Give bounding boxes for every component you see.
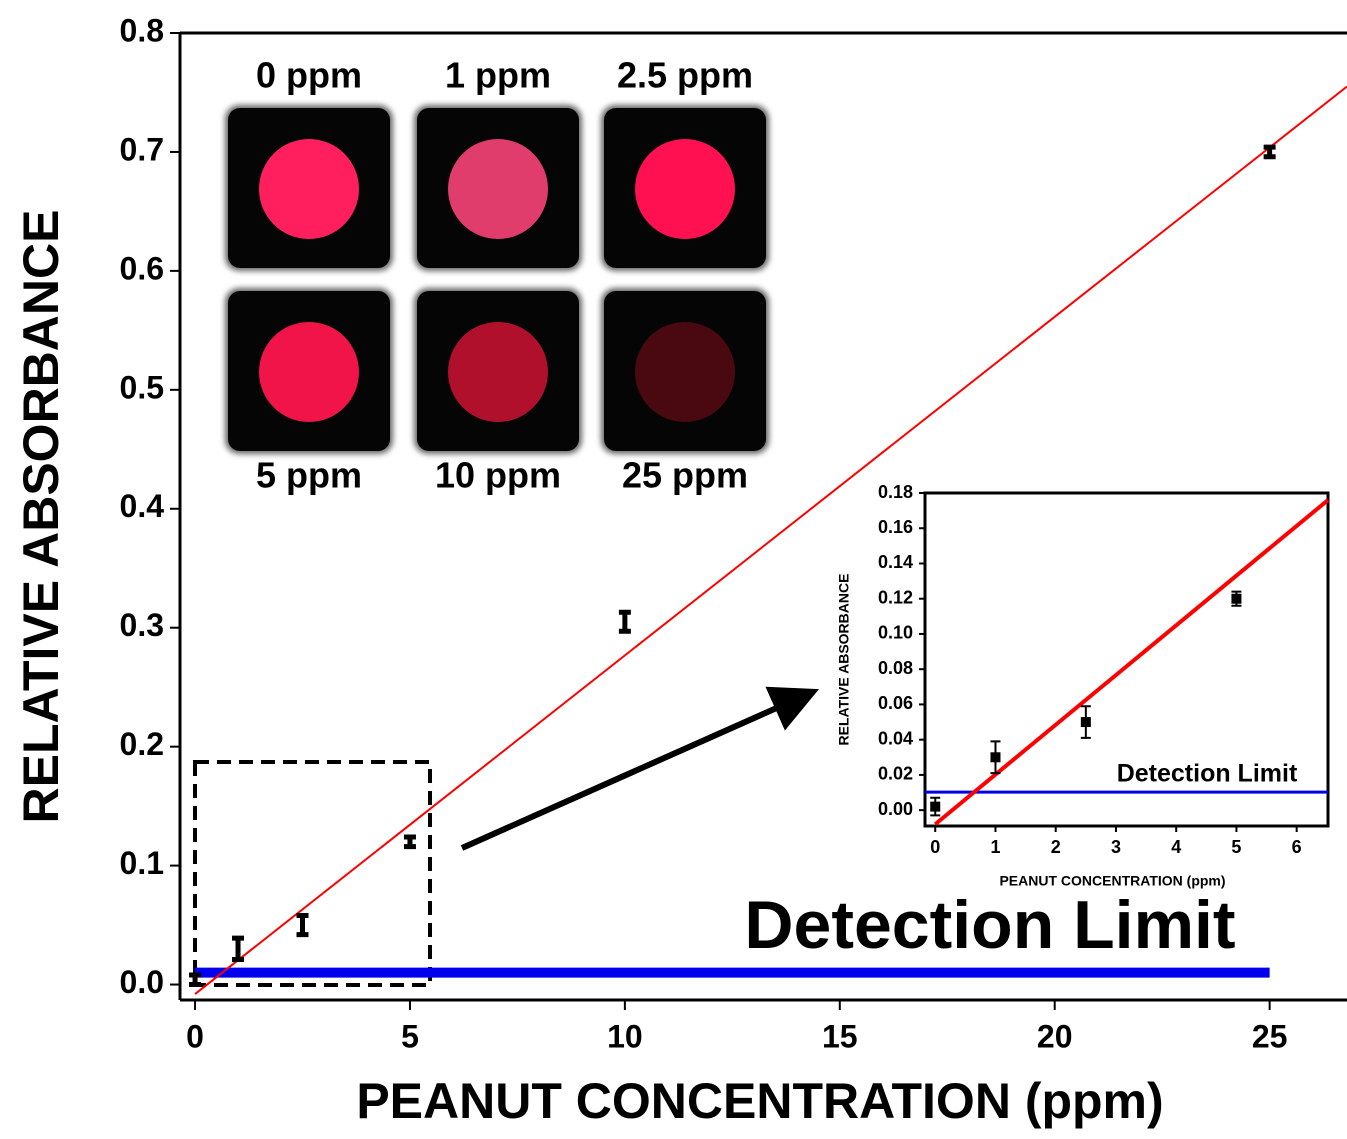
error-bar <box>296 913 309 938</box>
x-tick-label: 25 <box>1252 1018 1288 1054</box>
photo-label: 2.5 ppm <box>617 55 753 96</box>
spot <box>259 139 359 239</box>
error-bar <box>1263 144 1276 160</box>
spot <box>635 322 735 422</box>
y-tick-label: 0.12 <box>878 587 913 607</box>
photo-label: 5 ppm <box>256 455 362 496</box>
y-tick-label: 0.14 <box>878 552 913 572</box>
point <box>1080 717 1091 728</box>
photo-label: 0 ppm <box>256 55 362 96</box>
photo-label: 25 ppm <box>622 455 748 496</box>
zoom-box <box>193 760 432 987</box>
x-tick-label: 6 <box>1292 837 1302 857</box>
x-tick-label: 2 <box>1051 837 1061 857</box>
spot <box>448 139 548 239</box>
y-axis-label: RELATIVE ABSORBANCE <box>13 210 69 824</box>
point <box>1231 593 1242 604</box>
x-tick-label: 1 <box>990 837 1000 857</box>
y-tick-label: 0.10 <box>878 623 913 643</box>
y-tick-label: 0.04 <box>878 728 913 748</box>
error-bar <box>232 935 245 963</box>
y-axis-label: RELATIVE ABSORBANCE <box>836 574 852 746</box>
x-tick-label: 0 <box>186 1018 204 1054</box>
x-tick-label: 4 <box>1171 837 1181 857</box>
x-tick-label: 0 <box>930 837 940 857</box>
y-tick-label: 0.00 <box>878 799 913 819</box>
y-tick-label: 0.0 <box>120 964 164 1000</box>
y-tick-label: 0.16 <box>878 517 913 537</box>
y-tick-label: 0.08 <box>878 658 913 678</box>
spot <box>259 322 359 422</box>
point <box>930 801 941 812</box>
y-tick-label: 0.6 <box>120 250 164 286</box>
photo-grid: 0 ppm 1 ppm 2.5 ppm 5 ppm 10 ppm 25 ppm <box>225 55 769 496</box>
x-tick-label: 3 <box>1111 837 1121 857</box>
x-tick-label: 5 <box>401 1018 419 1054</box>
error-bar <box>403 834 416 850</box>
spot <box>635 139 735 239</box>
x-tick-label: 5 <box>1231 837 1241 857</box>
x-tick-label: 10 <box>607 1018 643 1054</box>
y-tick-label: 0.4 <box>120 488 165 524</box>
fit-line <box>194 85 1347 995</box>
fit-line <box>933 498 1330 826</box>
zoom-arrow <box>460 686 819 851</box>
spot <box>448 322 548 422</box>
y-tick-label: 0.02 <box>878 764 913 784</box>
x-axis-label: PEANUT CONCENTRATION (ppm) <box>356 1073 1163 1129</box>
y-tick-label: 0.8 <box>120 12 164 48</box>
photo-label: 1 ppm <box>445 55 551 96</box>
error-bar <box>618 609 631 634</box>
photo-label: 10 ppm <box>435 455 561 496</box>
detection-limit-label: Detection Limit <box>1117 760 1298 788</box>
point <box>990 752 1001 763</box>
detection-limit-label: Detection Limit <box>744 887 1235 963</box>
y-tick-label: 0.3 <box>120 607 164 643</box>
y-tick-label: 0.18 <box>878 482 913 502</box>
y-tick-label: 0.06 <box>878 693 913 713</box>
error-bar <box>189 972 202 988</box>
inset-frame <box>923 491 1330 828</box>
y-tick-label: 0.7 <box>120 131 164 167</box>
x-axis-label: PEANUT CONCENTRATION (ppm) <box>999 873 1225 889</box>
x-tick-label: 15 <box>822 1018 858 1054</box>
y-tick-label: 0.2 <box>120 726 164 762</box>
y-tick-label: 0.1 <box>120 845 164 881</box>
x-tick-label: 20 <box>1037 1018 1073 1054</box>
y-tick-label: 0.5 <box>120 369 164 405</box>
